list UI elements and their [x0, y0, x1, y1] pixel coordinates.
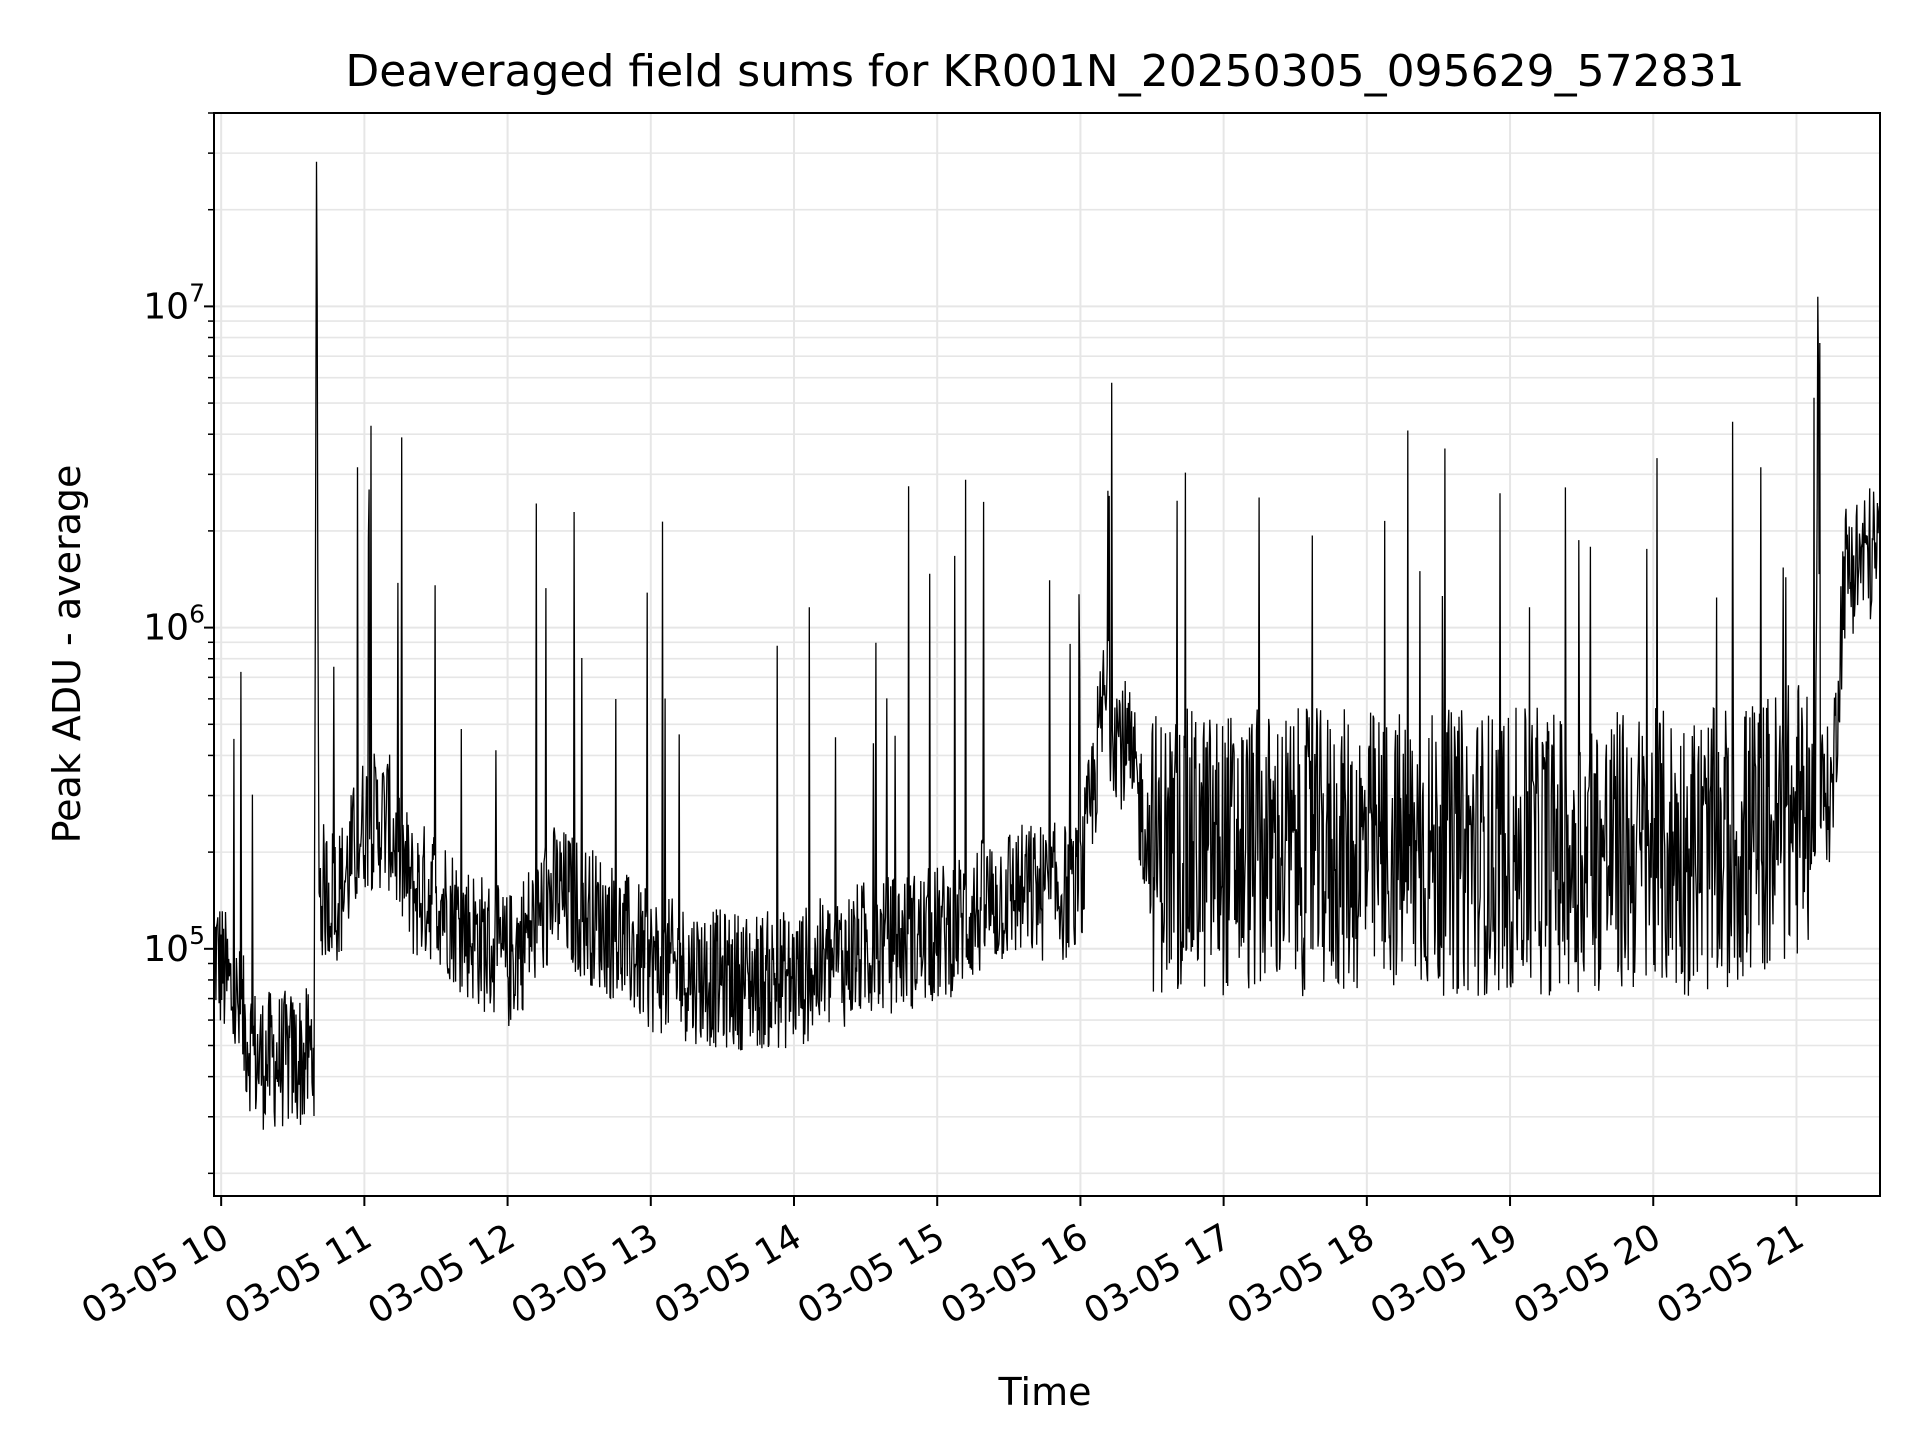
x-tick-label: 03-05 20 [1507, 1216, 1668, 1332]
x-tick-label: 03-05 18 [1221, 1216, 1382, 1332]
y-axis: 105 106 107 [143, 112, 214, 1175]
y-tick-label: 107 [143, 278, 205, 327]
x-tick-label: 03-05 13 [505, 1216, 666, 1332]
x-tick-label: 03-05 21 [1650, 1216, 1811, 1332]
x-tick-label: 03-05 16 [934, 1216, 1095, 1332]
plot-frame [213, 112, 1881, 1197]
y-axis-label: Peak ADU - average [45, 465, 89, 844]
x-tick-label: 03-05 19 [1364, 1216, 1525, 1332]
y-tick-label: 106 [143, 600, 205, 649]
x-tick-label: 03-05 17 [1077, 1216, 1238, 1332]
x-axis-label: Time [998, 1370, 1092, 1414]
x-tick-label: 03-05 14 [648, 1216, 809, 1332]
chart-title: Deaveraged field sums for KR001N_2025030… [345, 46, 1744, 97]
x-tick-label: 03-05 10 [75, 1216, 236, 1332]
grid [214, 112, 1880, 1196]
x-tick-label: 03-05 15 [791, 1216, 952, 1332]
y-tick-label: 105 [143, 921, 205, 970]
x-tick-label: 03-05 12 [361, 1216, 522, 1332]
x-tick-label: 03-05 11 [218, 1216, 379, 1332]
series-line [214, 161, 1880, 1130]
